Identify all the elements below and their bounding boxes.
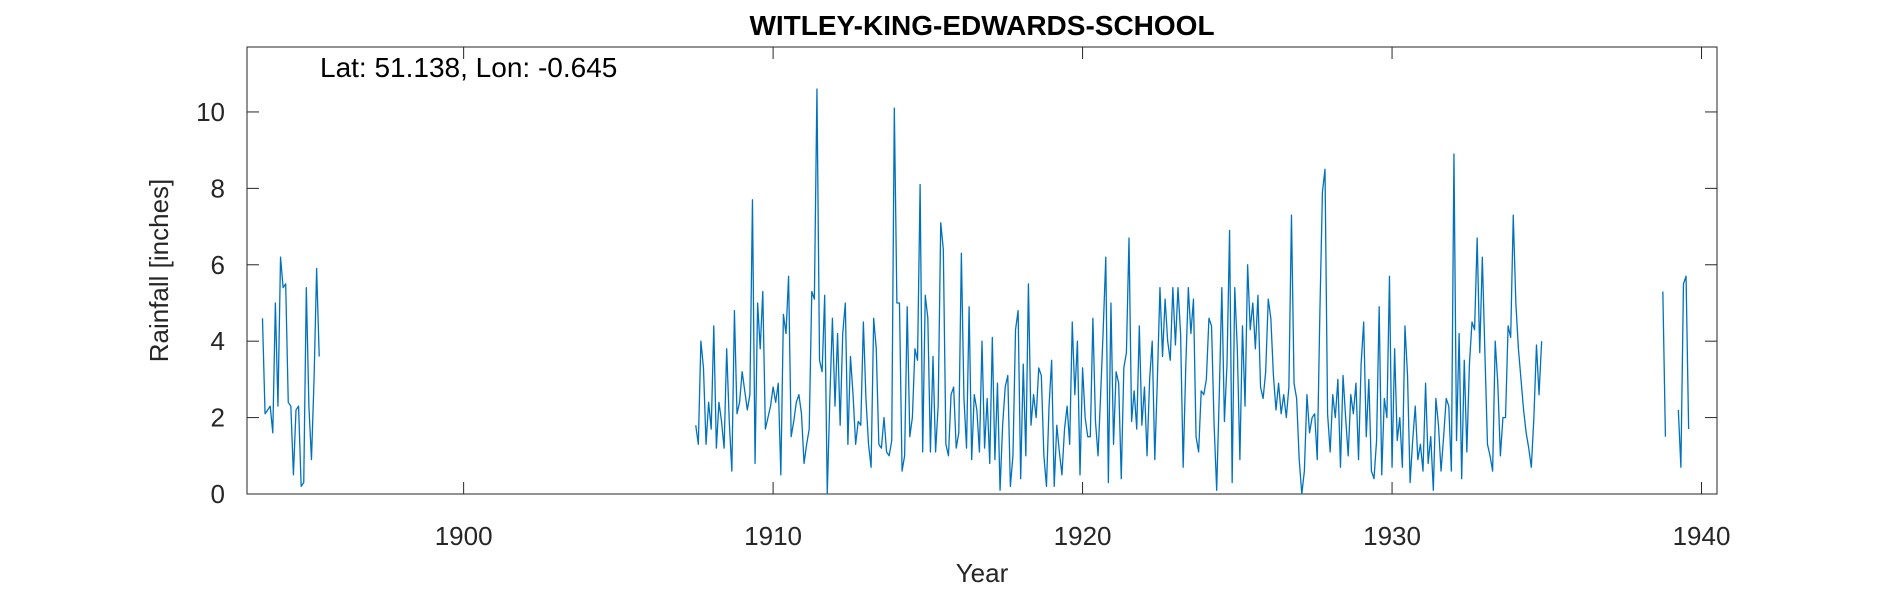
plot-area	[246, 46, 1718, 495]
x-tick-label: 1940	[1673, 521, 1731, 551]
chart-title: WITLEY-KING-EDWARDS-SCHOOL	[749, 10, 1214, 41]
x-tick-label: 1910	[744, 521, 802, 551]
x-axis: 1900 1910 1920 1930 1940	[435, 47, 1731, 551]
x-tick-label: 1900	[435, 521, 493, 551]
y-tick-label: 4	[211, 326, 225, 356]
x-axis-title: Year	[956, 558, 1009, 588]
y-tick-label: 0	[211, 479, 225, 509]
y-tick-label: 6	[211, 250, 225, 280]
series-segment-4	[1677, 275, 1690, 468]
y-axis: 0 2 4 6 8 10	[196, 97, 1717, 509]
x-tick-label: 1930	[1363, 521, 1421, 551]
location-annotation: Lat: 51.138, Lon: -0.645	[320, 52, 617, 83]
rainfall-series	[261, 88, 1690, 495]
series-segment-1	[261, 256, 320, 488]
series-segment-3	[1662, 291, 1667, 437]
x-tick-label: 1920	[1054, 521, 1112, 551]
y-tick-label: 8	[211, 173, 225, 203]
y-tick-label: 2	[211, 403, 225, 433]
series-segment-2	[695, 88, 1543, 495]
y-axis-title: Rainfall [inches]	[144, 179, 174, 363]
y-tick-label: 10	[196, 97, 225, 127]
